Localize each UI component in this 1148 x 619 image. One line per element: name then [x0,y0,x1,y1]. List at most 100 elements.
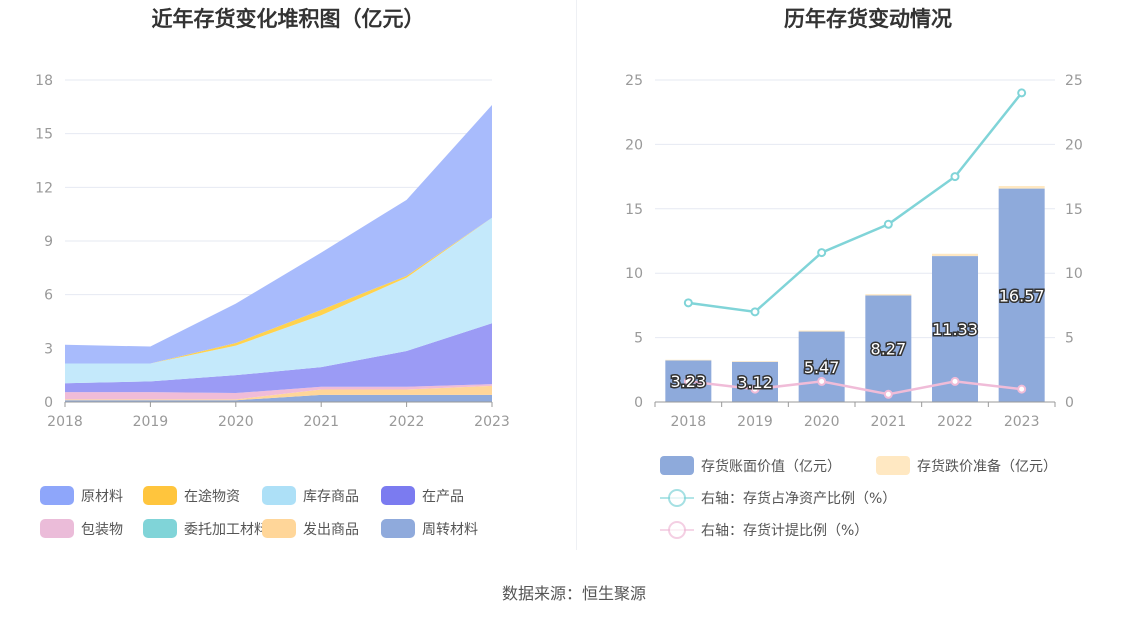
bar-data-label: 5.47 [804,358,840,377]
line-point [1017,88,1027,98]
legend-swatch [660,456,694,475]
line-point [683,298,693,308]
legend-label: 存货账面价值（亿元） [701,458,841,475]
line-point [1017,384,1027,394]
left-chart-title: 近年存货变化堆积图（亿元） [152,7,425,31]
line-point [817,376,827,386]
right-y2-tick-label: 25 [1065,73,1083,89]
left-y-tick-label: 3 [44,341,53,357]
legend-label: 委托加工材料 [184,522,268,538]
right-bars [665,186,1045,402]
right-x-tick-label: 2022 [937,414,973,430]
bar-impairment [932,253,978,257]
bar-data-label: 8.27 [871,340,907,359]
line-point [750,307,760,317]
bar-impairment [665,359,712,361]
left-x-tick-label: 2020 [218,414,254,430]
right-y2-tick-label: 15 [1065,202,1083,218]
legend-label: 周转材料 [422,522,478,538]
left-y-tick-label: 18 [35,73,53,89]
left-x-tick-label: 2018 [47,414,83,430]
right-y2-tick-label: 5 [1065,331,1074,347]
right-x-tick-label: 2018 [671,414,707,430]
right-chart-title: 历年存货变动情况 [784,7,952,31]
line-point [883,389,893,399]
left-y-tick-label: 15 [35,127,53,143]
right-lines: 3.23 3.12 5.47 8.27 11.33 16.57 [669,88,1046,399]
line-point [950,376,960,386]
legend-swatch [381,486,415,505]
right-y-tick-label: 5 [634,331,643,347]
bar-impairment [732,361,778,362]
right-y-tick-label: 20 [625,137,643,153]
bar-impairment [998,186,1045,189]
legend-swatch [143,519,177,538]
left-y-tick-label: 6 [44,288,53,304]
right-x-tick-label: 2020 [804,414,840,430]
legend-label: 库存商品 [303,489,359,505]
left-y-tick-label: 0 [44,395,53,411]
right-y-tick-label: 10 [625,266,643,282]
left-axis: 0 3 6 9 12 15 18 2018 2019 2020 2021 2022 2023 [35,73,510,430]
right-x-tick-label: 2023 [1004,414,1040,430]
inventory-change-chart: 历年存货变动情况 3.23 3.12 5.47 8.27 11.33 16.57 0 0 5 5… [625,7,1083,539]
legend-label: 存货跌价准备（亿元） [917,458,1057,475]
line-point [817,248,827,258]
legend-label: 发出商品 [303,522,359,538]
bar-data-label: 3.23 [671,372,707,391]
left-x-tick-label: 2022 [389,414,425,430]
left-x-tick-label: 2023 [474,414,510,430]
right-x-tick-label: 2019 [737,414,773,430]
right-y-tick-label: 25 [625,73,643,89]
legend-label: 右轴：存货占净资产比例（%） [701,490,896,507]
data-source: 数据来源：恒生聚源 [501,584,646,603]
right-y2-tick-label: 20 [1065,137,1083,153]
legend-swatch [262,486,296,505]
line-point [750,384,760,394]
chart-divider [576,0,577,550]
line-point [883,219,893,229]
right-y-tick-label: 0 [634,395,643,411]
legend-label: 右轴：存货计提比例（%） [701,522,868,539]
bar-impairment [798,330,845,332]
area-原材料 [65,105,492,364]
left-areas [65,105,492,402]
area-库存商品 [65,217,492,384]
line-point [950,172,960,182]
bar-book-value [865,295,912,402]
legend-swatch [40,486,74,505]
bar-impairment [865,294,912,296]
stacked-area-chart: 近年存货变化堆积图（亿元） 0 3 6 9 12 15 18 2018 2019 2020 2021… [35,7,510,538]
legend-swatch [876,456,910,475]
right-legend: 存货账面价值（亿元） 存货跌价准备（亿元） 右轴：存货占净资产比例（%） 右轴：存货计… [660,456,1057,539]
legend-swatch [381,519,415,538]
legend-swatch [40,519,74,538]
right-y2-tick-label: 10 [1065,266,1083,282]
line-series [688,92,1023,314]
legend-label: 包装物 [81,522,123,538]
legend-label: 原材料 [81,489,123,505]
area-包装物 [65,384,492,400]
line-point [683,376,693,386]
bar-data-label: 11.33 [932,320,978,339]
legend-swatch [262,519,296,538]
legend-marker [668,489,686,507]
bar-data-label: 16.57 [999,286,1045,305]
right-x-tick-label: 2021 [871,414,907,430]
bar-book-value [732,361,778,402]
right-y2-tick-label: 0 [1065,395,1074,411]
bar-book-value [998,188,1045,402]
left-x-tick-label: 2019 [133,414,169,430]
bar-book-value [798,331,845,402]
area-在产品 [65,323,492,394]
legend-label: 在途物资 [184,488,240,505]
left-x-tick-label: 2021 [303,414,339,430]
legend-swatch [143,486,177,505]
left-y-tick-label: 12 [35,180,53,196]
right-y-tick-label: 15 [625,202,643,218]
left-y-tick-label: 9 [44,234,53,250]
bar-data-label: 3.12 [737,373,773,392]
legend-marker [668,521,686,539]
